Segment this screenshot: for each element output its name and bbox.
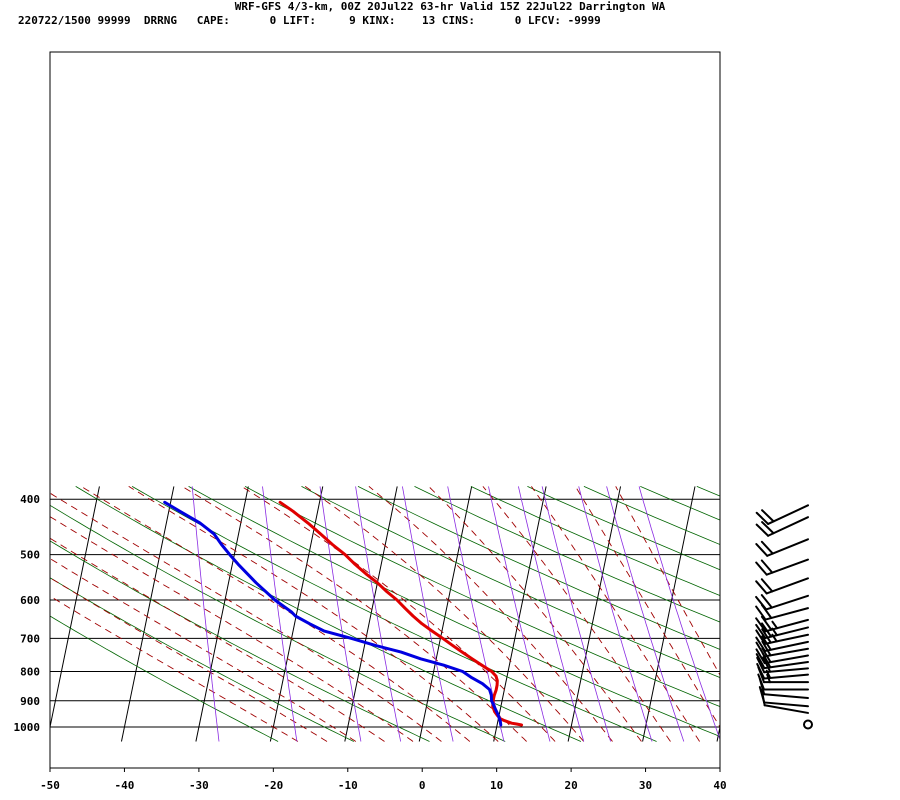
moist-adiabat [50,516,414,742]
moist-adiabat [81,486,471,742]
mixing-ratio-line [488,486,551,742]
dry-adiabat [50,540,430,742]
moist-adiabat [50,537,385,742]
dry-adiabat [414,486,720,623]
mixing-ratio-line [518,486,585,742]
moist-adiabat [304,486,585,742]
stability-indices: 220722/1500 99999 DRRNG CAPE: 0 LIFT: 9 … [18,14,601,27]
y-tick-label: 500 [20,549,40,562]
wind-barb [755,558,809,576]
wind-barb [758,686,809,708]
chart-title: WRF-GFS 4/3-km, 00Z 20Jul22 63-hr Valid … [234,0,666,13]
wind-barb [755,628,809,645]
wind-barb [757,673,809,691]
mixing-ratio-line [355,486,401,742]
moist-adiabat [50,492,442,742]
isotherm-0 [418,486,473,742]
moist-adiabat [428,486,642,742]
x-tick-label: -30 [189,779,209,792]
dewpoint-trace [163,500,503,727]
y-tick-label: 400 [20,493,40,506]
wind-barb [755,516,809,537]
plot-frame [49,51,721,769]
isotherm-30 [642,486,696,742]
wind-barbs [755,504,813,730]
dry-adiabat [50,577,354,742]
y-tick-label: 800 [20,666,40,679]
wind-barb [803,719,813,730]
x-tick-label: -40 [115,779,135,792]
x-tick-label: -10 [338,779,358,792]
moist-adiabat [368,486,613,742]
x-tick-label: 40 [713,779,726,792]
moist-adiabat [50,558,357,742]
wind-barb [760,688,809,714]
x-tick-label: -50 [40,779,60,792]
wind-barb [755,615,809,633]
isotherm-20 [567,486,622,742]
mixing-ratio-line [319,486,362,742]
wind-barb [756,656,809,674]
moist-adiabat [531,486,700,742]
y-tick-label: 1000 [14,721,41,734]
moist-adiabat [615,486,720,676]
isotherm--50 [50,486,100,730]
dry-adiabat [301,486,720,679]
mixing-ratio-line [262,486,298,742]
dry-adiabat [357,486,720,650]
y-tick-label: 700 [20,632,40,645]
y-tick-label: 600 [20,594,40,607]
dry-adiabat [527,486,720,571]
isotherm--40 [120,486,175,742]
wind-barb [755,577,809,595]
mixing-ratio-line [638,486,720,741]
isotherm--30 [195,486,249,742]
mixing-ratio-line [541,486,611,742]
x-tick-label: 0 [419,779,426,792]
moist-adiabat [482,486,671,742]
mixing-ratio-line [606,486,685,742]
dry-adiabat [244,486,720,708]
dry-adiabat [696,486,720,497]
dry-adiabat [188,486,720,737]
wind-barb [755,640,809,658]
moist-adiabat [128,486,499,742]
dry-adiabat [50,615,279,742]
wind-barb [755,538,809,557]
isotherm-50 [791,486,843,741]
mixing-ratio-line [578,486,653,742]
x-tick-label: 30 [639,779,652,792]
isotherm-10 [493,486,547,742]
moist-adiabat [50,577,328,742]
x-tick-label: -20 [263,779,283,792]
mixing-ratio-line [402,486,454,742]
mixing-ratio-line [191,486,220,742]
moist-adiabat [575,486,720,728]
wind-barb [755,594,809,611]
x-tick-label: 20 [564,779,577,792]
wind-barb [755,504,809,525]
y-tick-label: 900 [20,695,40,708]
dry-adiabat [131,486,657,742]
x-tick-label: 10 [490,779,503,792]
